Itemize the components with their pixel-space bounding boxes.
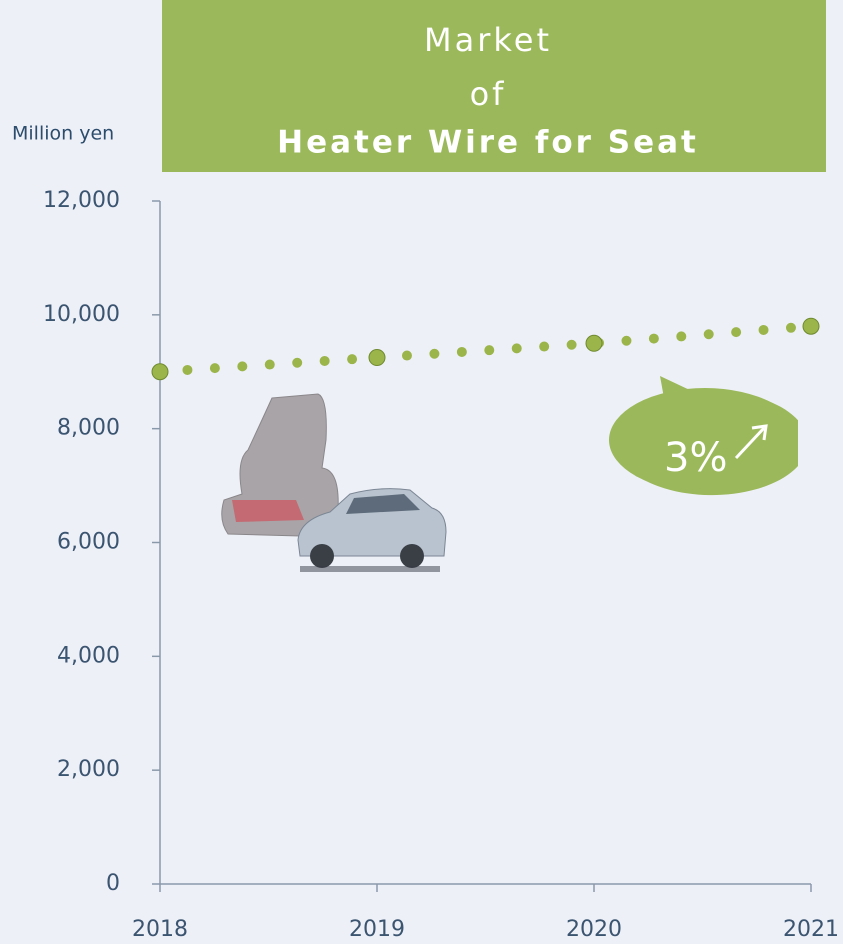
series-line <box>155 321 816 377</box>
data-point <box>585 334 603 352</box>
chart-title: Heater Wire for Seat <box>277 125 699 161</box>
y-tick-label: 2,000 <box>57 757 120 782</box>
annotation: 3% <box>664 435 727 481</box>
data-point <box>368 349 386 367</box>
x-tick-label: 2020 <box>566 917 622 942</box>
seat-image <box>221 393 339 537</box>
y-tick-label: 8,000 <box>57 416 120 441</box>
y-tick-label: 12,000 <box>43 188 120 213</box>
data-point <box>802 317 820 335</box>
chart-title: of <box>470 75 507 113</box>
chart-title: Market <box>424 21 552 59</box>
y-tick-label: 6,000 <box>57 530 120 555</box>
x-tick-label: 2018 <box>132 917 188 942</box>
y-tick-label: 10,000 <box>43 302 120 327</box>
car-image <box>297 488 447 572</box>
y-tick-label: 4,000 <box>57 643 120 668</box>
x-tick-label: 2019 <box>349 917 405 942</box>
data-point <box>151 363 169 381</box>
x-tick-label: 2021 <box>783 917 839 942</box>
y-axis-label: Million yen <box>12 123 114 145</box>
y-tick-label: 0 <box>106 871 120 896</box>
callout-bubble <box>609 376 843 500</box>
title-box <box>162 0 826 172</box>
